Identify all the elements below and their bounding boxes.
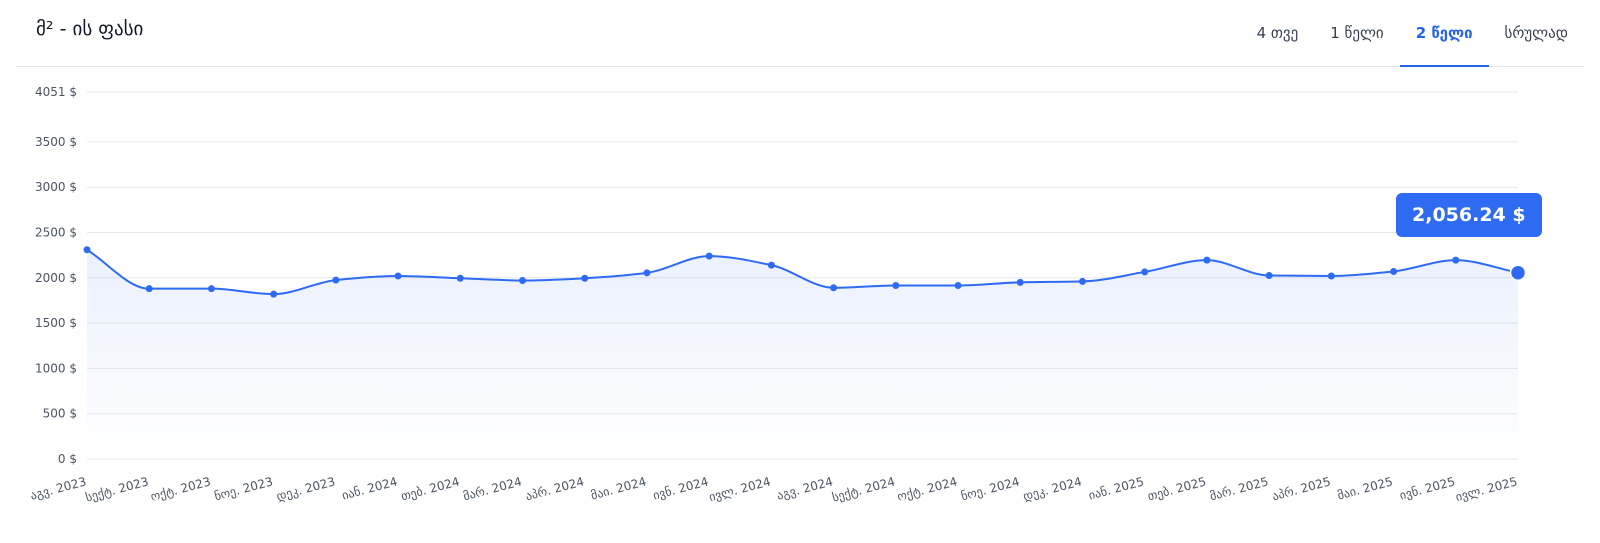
x-tick-label: ოქტ. 2023 — [149, 474, 212, 503]
data-point[interactable] — [456, 274, 464, 282]
data-point[interactable] — [705, 252, 713, 260]
current-value-point[interactable] — [1509, 264, 1527, 281]
x-tick-label: ივნ. 2024 — [651, 474, 710, 502]
data-point[interactable] — [1390, 267, 1398, 275]
x-tick-label: დეკ. 2024 — [1021, 474, 1083, 503]
data-point[interactable] — [892, 282, 900, 290]
data-point[interactable] — [954, 282, 962, 290]
x-tick-label: თებ. 2024 — [399, 474, 461, 503]
y-tick-label: 2000 $ — [35, 271, 77, 285]
x-tick-label: ნოე. 2023 — [213, 474, 275, 503]
data-point[interactable] — [519, 277, 527, 285]
x-tick-label: ნოე. 2024 — [959, 474, 1021, 503]
tab-1-year[interactable]: 1 წელი — [1330, 24, 1384, 42]
data-point[interactable] — [643, 269, 651, 277]
tab-all[interactable]: სრულად — [1504, 24, 1568, 42]
data-point[interactable] — [1203, 256, 1211, 264]
y-tick-label: 1000 $ — [35, 361, 77, 375]
data-points — [83, 246, 1527, 298]
data-point[interactable] — [581, 274, 589, 282]
x-tick-label: მარ. 2024 — [462, 474, 524, 503]
y-tick-label: 3500 $ — [35, 135, 77, 149]
y-tick-label: 0 $ — [58, 452, 77, 466]
price-chart: 0 $ 500 $ 1000 $ 1500 $ 2000 $ 2500 $ 3000 $ 35… — [29, 85, 1527, 505]
y-tick-label: 1500 $ — [35, 316, 77, 330]
value-tooltip: 2,056.24 $ — [1396, 192, 1542, 237]
y-tick-label: 4051 $ — [35, 85, 77, 99]
data-point[interactable] — [1016, 278, 1024, 286]
x-tick-label: ივნ. 2025 — [1398, 474, 1457, 502]
data-point[interactable] — [145, 285, 153, 293]
x-tick-label: მაი. 2024 — [589, 474, 647, 502]
data-point[interactable] — [1452, 256, 1460, 264]
x-tick-label: აპრ. 2025 — [1271, 474, 1332, 503]
x-tick-label: დეკ. 2023 — [275, 474, 337, 503]
x-tick-label: სექტ. 2023 — [84, 474, 150, 504]
y-tick-label: 500 $ — [43, 407, 77, 421]
data-point[interactable] — [207, 285, 215, 293]
data-point[interactable] — [332, 276, 340, 284]
tab-2-years[interactable]: 2 წელი — [1399, 0, 1489, 67]
data-point[interactable] — [1141, 268, 1149, 276]
x-tick-label: მაი. 2025 — [1336, 474, 1394, 502]
y-axis: 0 $ 500 $ 1000 $ 1500 $ 2000 $ 2500 $ 3000 $ 35… — [35, 85, 77, 466]
data-point[interactable] — [1327, 272, 1335, 280]
page-title: მ² - ის ფასი — [36, 18, 144, 40]
x-tick-label: ივლ. 2025 — [1454, 474, 1519, 504]
x-tick-label: სექტ. 2024 — [831, 474, 897, 504]
data-point[interactable] — [394, 272, 402, 280]
period-tabs: 4 თვე 1 წელი 2 წელი სრულად — [1241, 0, 1584, 67]
x-tick-label: იან. 2024 — [340, 474, 398, 502]
data-point[interactable] — [830, 284, 838, 292]
x-tick-label: ოქტ. 2024 — [896, 474, 959, 503]
x-tick-label: ივლ. 2024 — [707, 474, 772, 504]
data-point[interactable] — [1265, 272, 1273, 280]
price-line — [86, 248, 1519, 296]
x-tick-label: მარ. 2025 — [1208, 474, 1270, 503]
y-tick-label: 2500 $ — [35, 226, 77, 240]
x-tick-label: აპრ. 2024 — [524, 474, 585, 503]
x-tick-label: თებ. 2025 — [1146, 474, 1208, 503]
x-tick-label: იან. 2025 — [1087, 474, 1145, 502]
tab-4-months[interactable]: 4 თვე — [1256, 24, 1299, 42]
chart-header: მ² - ის ფასი 4 თვე 1 წელი 2 წელი სრულად — [16, 0, 1584, 67]
data-point[interactable] — [1078, 277, 1086, 285]
data-point[interactable] — [270, 290, 278, 298]
price-area — [87, 249, 1518, 459]
data-point[interactable] — [83, 246, 91, 254]
x-tick-label: აგვ. 2024 — [775, 474, 834, 502]
y-tick-label: 3000 $ — [35, 180, 77, 194]
data-point[interactable] — [767, 261, 775, 269]
x-tick-label: აგვ. 2023 — [29, 474, 88, 502]
